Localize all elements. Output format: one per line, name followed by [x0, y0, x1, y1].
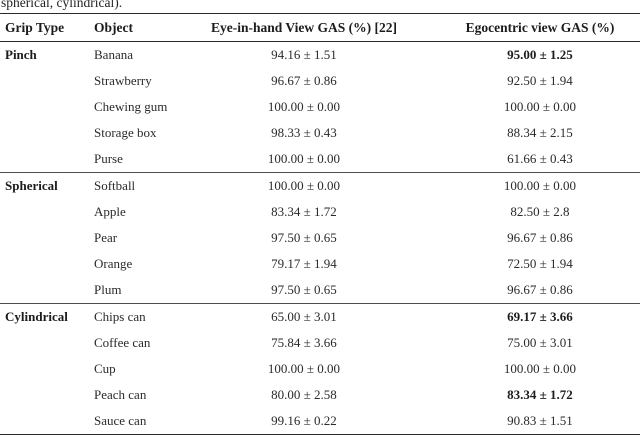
header-egocentric-gas: Egocentric view GAS (%)	[440, 13, 640, 42]
cell-object: Plum	[94, 282, 122, 297]
cell-eye-in-hand-gas: 96.67 ± 0.86	[271, 73, 337, 88]
grip-type-label: Pinch	[5, 47, 37, 62]
cell-eye-in-hand-gas: 100.00 ± 0.00	[267, 151, 341, 166]
cell-object: Softball	[94, 172, 168, 199]
cell-egocentric-gas: 61.66 ± 0.43	[507, 151, 573, 166]
cell-object: Coffee can	[94, 335, 151, 350]
cell-egocentric-gas: 83.34 ± 1.72	[507, 387, 573, 402]
cell-egocentric-gas: 96.67 ± 0.86	[507, 230, 573, 245]
cell-eye-in-hand-gas: 65.00 ± 3.01	[168, 303, 440, 330]
table-row: Plum 97.50 ± 0.65 96.67 ± 0.86	[0, 277, 640, 304]
cell-egocentric-gas: 92.50 ± 1.94	[507, 73, 573, 88]
cell-egocentric-gas: 100.00 ± 0.00	[503, 99, 577, 114]
cell-grip-type	[0, 225, 94, 251]
table-row: Spherical Softball 100.00 ± 0.00 100.00 ± 0…	[0, 172, 640, 199]
cell-object: Storage box	[94, 125, 157, 140]
table-row: Coffee can 75.84 ± 3.66 75.00 ± 3.01	[0, 330, 640, 356]
table-row: Sauce can 99.16 ± 0.22 90.83 ± 1.51	[0, 408, 640, 435]
cell-eye-in-hand-gas: 97.50 ± 0.65	[271, 282, 337, 297]
table-caption-fragment: spherical, cylindrical).	[1, 0, 123, 10]
cell-eye-in-hand-gas: 99.16 ± 0.22	[271, 413, 337, 428]
cell-egocentric-gas: 100.00 ± 0.00	[440, 172, 640, 199]
cell-grip-type: Spherical	[0, 172, 94, 199]
cell-grip-type	[0, 94, 94, 120]
cell-eye-in-hand-gas: 100.00 ± 0.00	[267, 361, 341, 376]
header-grip-type: Grip Type	[0, 13, 94, 42]
cell-grip-type: Pinch	[0, 42, 94, 69]
table-row: Cylindrical Chips can 65.00 ± 3.01 69.17 ± …	[0, 303, 640, 330]
cell-grip-type: Cylindrical	[0, 303, 94, 330]
cell-object: Peach can	[94, 387, 147, 402]
grasp-results-table: Grip Type Object Eye-in-hand View GAS (%…	[0, 13, 640, 435]
cell-object: Sauce can	[94, 413, 147, 428]
cell-egocentric-gas: 95.00 ± 1.25	[507, 47, 573, 62]
header-object: Object	[94, 13, 168, 42]
cell-object: Chips can	[94, 303, 168, 330]
table-row: Storage box 98.33 ± 0.43 88.34 ± 2.15	[0, 120, 640, 146]
cell-object: Orange	[94, 256, 133, 271]
cell-object: Apple	[94, 204, 126, 219]
table-header-row: Grip Type Object Eye-in-hand View GAS (%…	[0, 13, 640, 42]
cell-object: Pear	[94, 230, 118, 245]
cell-grip-type	[0, 120, 94, 146]
cell-object: Strawberry	[94, 73, 152, 88]
cell-egocentric-gas: 90.83 ± 1.51	[507, 413, 573, 428]
grip-type-label: Cylindrical	[5, 309, 68, 324]
cell-grip-type	[0, 356, 94, 382]
cell-grip-type	[0, 146, 94, 173]
cell-eye-in-hand-gas: 75.84 ± 3.66	[271, 335, 337, 350]
cell-egocentric-gas: 82.50 ± 2.8	[510, 204, 570, 219]
table-row: Purse 100.00 ± 0.00 61.66 ± 0.43	[0, 146, 640, 173]
cell-egocentric-gas: 72.50 ± 1.94	[507, 256, 573, 271]
cell-grip-type	[0, 199, 94, 225]
table-row: Peach can 80.00 ± 2.58 83.34 ± 1.72	[0, 382, 640, 408]
table-row: Pear 97.50 ± 0.65 96.67 ± 0.86	[0, 225, 640, 251]
table-row: Strawberry 96.67 ± 0.86 92.50 ± 1.94	[0, 68, 640, 94]
table-body: Pinch Banana 94.16 ± 1.51 95.00 ± 1.25 Straw…	[0, 42, 640, 435]
table-row: Apple 83.34 ± 1.72 82.50 ± 2.8	[0, 199, 640, 225]
header-eye-in-hand-gas: Eye-in-hand View GAS (%) [22]	[168, 13, 440, 42]
table-row: Pinch Banana 94.16 ± 1.51 95.00 ± 1.25	[0, 42, 640, 69]
cell-egocentric-gas: 69.17 ± 3.66	[440, 303, 640, 330]
cell-grip-type	[0, 382, 94, 408]
grip-type-label: Spherical	[5, 178, 58, 193]
cell-eye-in-hand-gas: 100.00 ± 0.00	[267, 99, 341, 114]
table-row: Chewing gum 100.00 ± 0.00 100.00 ± 0.00	[0, 94, 640, 120]
cell-eye-in-hand-gas: 80.00 ± 2.58	[271, 387, 337, 402]
cell-egocentric-gas: 96.67 ± 0.86	[507, 282, 573, 297]
cell-grip-type	[0, 251, 94, 277]
cell-grip-type	[0, 408, 94, 435]
cell-eye-in-hand-gas: 98.33 ± 0.43	[271, 125, 337, 140]
cell-egocentric-gas: 100.00 ± 0.00	[503, 361, 577, 376]
cell-object: Cup	[94, 361, 116, 376]
cell-egocentric-gas: 75.00 ± 3.01	[507, 335, 573, 350]
cell-object: Purse	[94, 151, 123, 166]
cell-eye-in-hand-gas: 100.00 ± 0.00	[168, 172, 440, 199]
cell-grip-type	[0, 330, 94, 356]
cell-grip-type	[0, 277, 94, 304]
cell-object: Chewing gum	[94, 99, 168, 114]
cell-egocentric-gas: 88.34 ± 2.15	[507, 125, 573, 140]
cell-eye-in-hand-gas: 97.50 ± 0.65	[271, 230, 337, 245]
cell-eye-in-hand-gas: 94.16 ± 1.51	[271, 47, 337, 62]
cell-grip-type	[0, 68, 94, 94]
cell-object: Banana	[94, 47, 133, 62]
table-row: Orange 79.17 ± 1.94 72.50 ± 1.94	[0, 251, 640, 277]
cell-eye-in-hand-gas: 79.17 ± 1.94	[271, 256, 337, 271]
table-row: Cup 100.00 ± 0.00 100.00 ± 0.00	[0, 356, 640, 382]
cell-eye-in-hand-gas: 83.34 ± 1.72	[271, 204, 337, 219]
